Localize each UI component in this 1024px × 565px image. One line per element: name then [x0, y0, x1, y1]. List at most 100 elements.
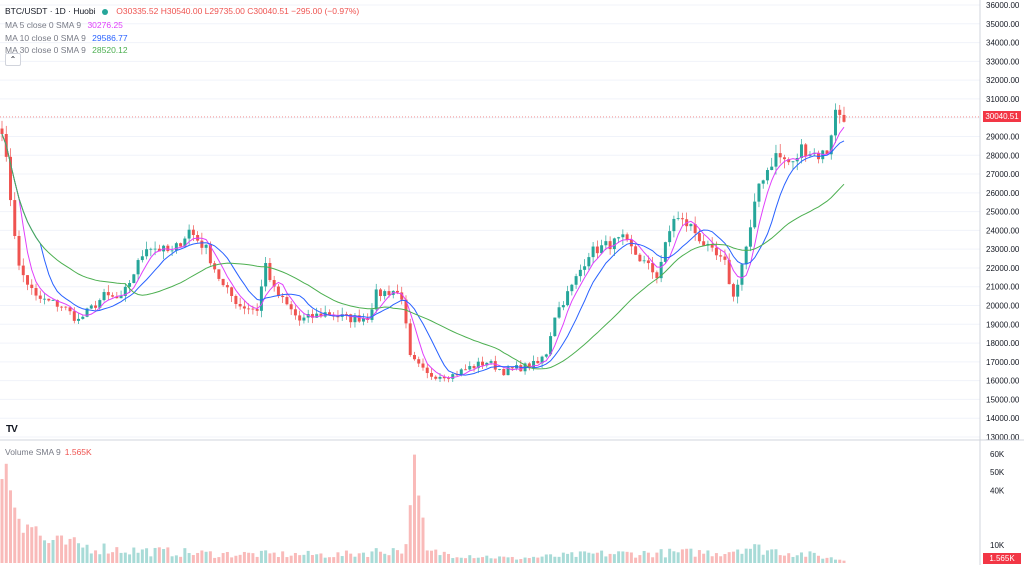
candle-body [47, 298, 51, 301]
candle-body [553, 317, 557, 337]
candle-body [344, 314, 348, 315]
candle-body [315, 313, 319, 318]
candle-body [98, 300, 102, 308]
volume-bar [111, 552, 115, 563]
volume-value: 1.565K [64, 447, 92, 457]
volume-bar [663, 557, 667, 563]
volume-bar [629, 552, 633, 563]
volume-bar [821, 558, 825, 563]
volume-bar [404, 544, 408, 563]
volume-bar [770, 549, 774, 563]
volume-bar [174, 555, 178, 563]
candle-body [336, 316, 340, 318]
price-tick-label: 15000.00 [986, 395, 1020, 404]
volume-bar [81, 547, 85, 563]
volume-bar [51, 539, 55, 563]
candle-body [353, 315, 357, 323]
candle-body [217, 269, 221, 279]
candle-body [451, 374, 455, 379]
volume-bar [842, 560, 846, 563]
volume-bar [634, 557, 638, 563]
candle-body [719, 255, 723, 257]
candle-body [225, 285, 229, 288]
candle-body [834, 109, 837, 136]
candle-body [77, 318, 81, 321]
indicator-ma10[interactable]: MA 10 close 0 SMA 9 29586.77 [5, 33, 128, 43]
indicator-ma30[interactable]: MA 30 close 0 SMA 9 28520.12 [5, 45, 128, 55]
candle-body [374, 289, 378, 310]
candle-body [489, 361, 493, 363]
candle-body [200, 240, 204, 248]
volume-bar [710, 556, 714, 563]
volume-bar [349, 553, 353, 563]
volume-bar [204, 551, 208, 563]
candle-body [583, 266, 587, 270]
volume-bar [13, 507, 17, 563]
price-tick-label: 20000.00 [986, 302, 1020, 311]
indicator-ma5-value: 30276.25 [87, 20, 123, 30]
volume-bar [795, 555, 799, 563]
candle-body [625, 234, 629, 240]
volume-legend[interactable]: Volume SMA 9 1.565K [5, 447, 92, 457]
candle-body [183, 238, 187, 247]
candle-body [298, 315, 302, 321]
candle-body [753, 201, 757, 228]
candle-body [204, 244, 208, 248]
volume-bar [247, 552, 251, 563]
volume-bar [374, 548, 378, 563]
candle-body [464, 369, 468, 371]
price-tick-label: 25000.00 [986, 208, 1020, 217]
indicator-ma5[interactable]: MA 5 close 0 SMA 9 30276.25 [5, 20, 123, 30]
candle-body [825, 150, 829, 155]
volume-bar [119, 552, 123, 563]
candle-body [115, 296, 119, 299]
volume-bar [64, 544, 68, 563]
volume-bar [723, 554, 727, 563]
candle-body [89, 305, 93, 309]
volume-bar [561, 552, 565, 563]
candle-body [689, 224, 693, 227]
collapse-legend-button[interactable]: ⌃ [5, 53, 21, 66]
volume-bar [34, 526, 38, 563]
candle-body [799, 144, 803, 159]
volume-bar [281, 551, 285, 563]
volume-bar [400, 553, 404, 563]
volume-bar [714, 553, 718, 563]
price-tick-label: 22000.00 [986, 264, 1020, 273]
volume-bar [196, 552, 200, 563]
volume-bar [685, 548, 689, 563]
volume-bar [430, 550, 433, 563]
candle-body [536, 360, 540, 364]
candle-body [804, 144, 808, 156]
price-tick-label: 24000.00 [986, 226, 1020, 235]
candle-body [498, 368, 502, 370]
indicator-ma10-value: 29586.77 [92, 33, 128, 43]
volume-bar [761, 554, 765, 563]
volume-bar [442, 551, 446, 563]
volume-bar [268, 553, 272, 563]
volume-bar [30, 527, 34, 563]
price-tick-label: 13000.00 [986, 433, 1020, 442]
volume-bar [765, 550, 769, 563]
price-tick-label: 27000.00 [986, 170, 1020, 179]
volume-bar [225, 551, 229, 563]
volume-bar [540, 556, 544, 563]
candle-body [145, 249, 149, 257]
candle-body [604, 241, 608, 246]
candle-body [30, 284, 34, 289]
candle-body [268, 263, 272, 281]
candle-body [655, 272, 659, 279]
volume-bar [549, 554, 553, 563]
volume-bar [655, 552, 659, 563]
volume-bar [612, 554, 616, 563]
price-tick-label: 32000.00 [986, 76, 1020, 85]
candle-body [378, 289, 382, 297]
candle-body [595, 246, 599, 254]
volume-bar [38, 535, 42, 563]
candle-body [38, 295, 42, 299]
candle-body [43, 298, 47, 300]
volume-bar [140, 549, 144, 563]
price-tick-label: 19000.00 [986, 320, 1020, 329]
volume-bar [179, 556, 183, 563]
